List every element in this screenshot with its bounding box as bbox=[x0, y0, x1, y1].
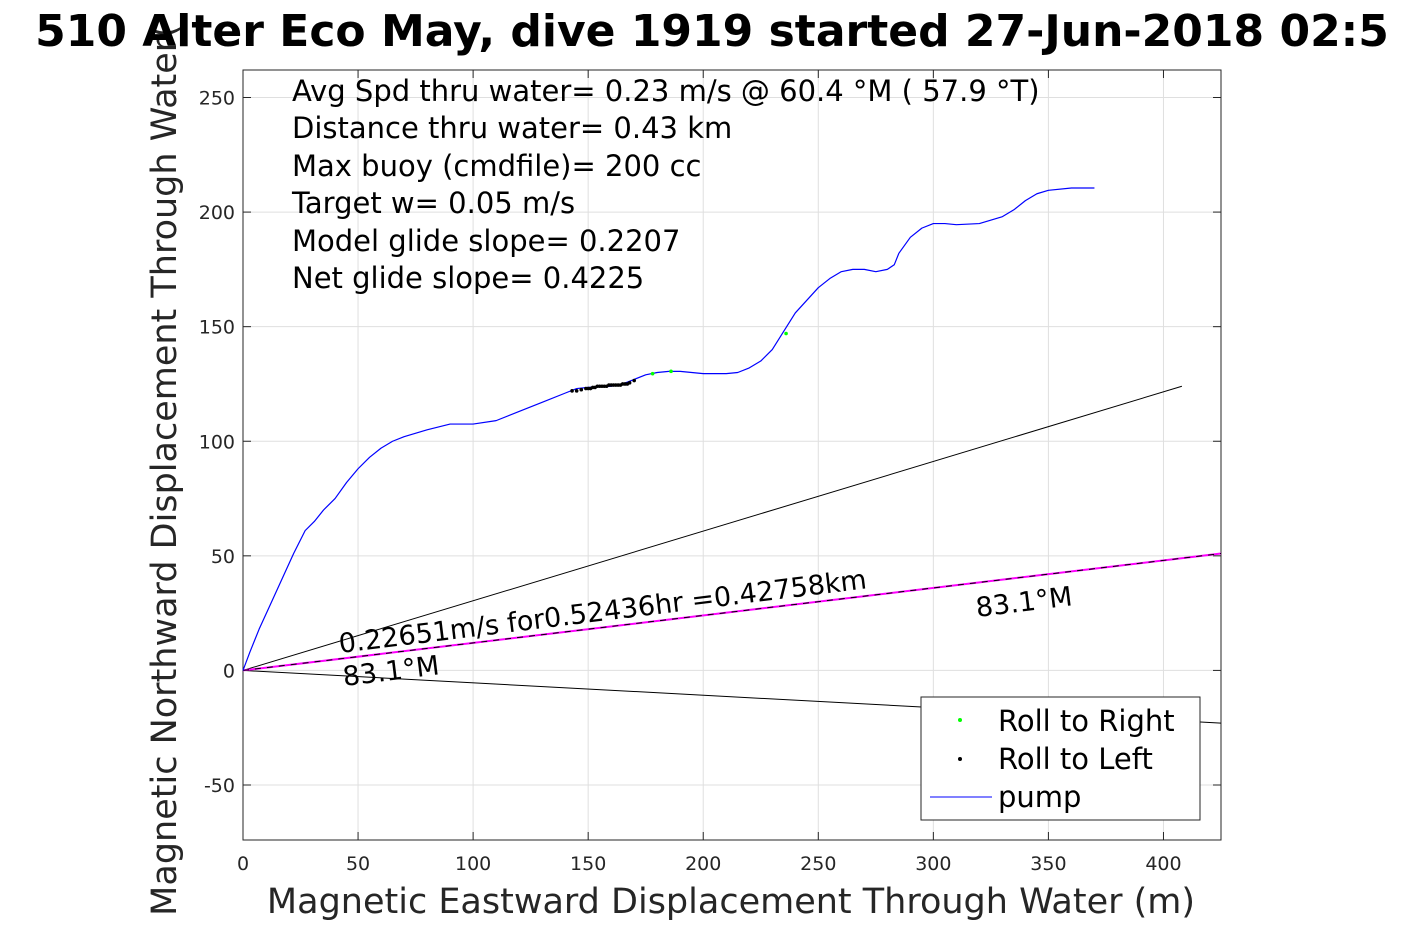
y-tick-label: 50 bbox=[211, 546, 235, 568]
y-tick-label: 200 bbox=[199, 202, 235, 224]
x-tick-label: 100 bbox=[455, 853, 491, 875]
x-tick-label: 350 bbox=[1030, 853, 1066, 875]
x-tick-label: 0 bbox=[237, 853, 249, 875]
x-tick-label: 50 bbox=[346, 853, 370, 875]
stats-net-glide: Net glide slope= 0.4225 bbox=[292, 261, 644, 295]
y-tick-label: -50 bbox=[204, 775, 235, 797]
stats-target-w: Target w= 0.05 m/s bbox=[291, 186, 575, 220]
y-tick-label: 100 bbox=[199, 431, 235, 453]
series-pump-line bbox=[242, 187, 1095, 671]
stats-avg-speed: Avg Spd thru water= 0.23 m/s @ 60.4 °M (… bbox=[292, 74, 1040, 108]
y-tick-label: 0 bbox=[223, 660, 235, 682]
x-tick-label: 200 bbox=[685, 853, 721, 875]
y-tick-label: 150 bbox=[199, 317, 235, 339]
series-layer bbox=[242, 187, 1095, 671]
legend-pump-label: pump bbox=[998, 780, 1081, 814]
point-roll-to-left bbox=[632, 378, 636, 383]
stats-max-buoy: Max buoy (cmdfile)= 200 cc bbox=[292, 149, 701, 183]
chart-title: 510 Alter Eco May, dive 1919 started 27-… bbox=[35, 6, 1389, 57]
x-tick-label: 400 bbox=[1145, 853, 1181, 875]
legend: Roll to Right Roll to Left pump bbox=[920, 696, 1201, 821]
legend-roll-left-marker bbox=[958, 757, 962, 761]
y-tick-label: 250 bbox=[199, 88, 235, 110]
stats-block: Avg Spd thru water= 0.23 m/s @ 60.4 °M (… bbox=[291, 74, 1040, 295]
heading-line-dashed bbox=[242, 553, 1222, 671]
legend-box bbox=[920, 696, 1201, 821]
axis-ticks: 0 50 100 150 200 250 300 350 400 -50 0 50 100 150 200 2… bbox=[199, 70, 1221, 875]
legend-roll-right-label: Roll to Right bbox=[998, 704, 1175, 738]
x-tick-label: 250 bbox=[800, 853, 836, 875]
point-roll-to-left bbox=[627, 381, 632, 385]
x-tick-label: 300 bbox=[915, 853, 951, 875]
point-roll-to-left bbox=[579, 387, 584, 392]
legend-roll-right-marker bbox=[958, 718, 962, 722]
point-roll-to-right bbox=[784, 331, 788, 336]
point-roll-to-right bbox=[650, 371, 655, 376]
point-roll-to-left bbox=[570, 389, 574, 393]
stats-distance: Distance thru water= 0.43 km bbox=[292, 111, 732, 145]
upper-reference-line bbox=[242, 385, 1183, 671]
x-tick-label: 150 bbox=[570, 853, 606, 875]
y-axis-label: Magnetic Northward Displacement Through … bbox=[145, 24, 185, 916]
x-axis-label: Magnetic Eastward Displacement Through W… bbox=[267, 882, 1195, 922]
point-roll-to-right bbox=[669, 369, 673, 374]
legend-roll-left-label: Roll to Left bbox=[998, 742, 1153, 776]
point-roll-to-left bbox=[574, 389, 579, 393]
stats-model-glide: Model glide slope= 0.2207 bbox=[292, 224, 680, 258]
plot-area-frame bbox=[242, 69, 1222, 841]
